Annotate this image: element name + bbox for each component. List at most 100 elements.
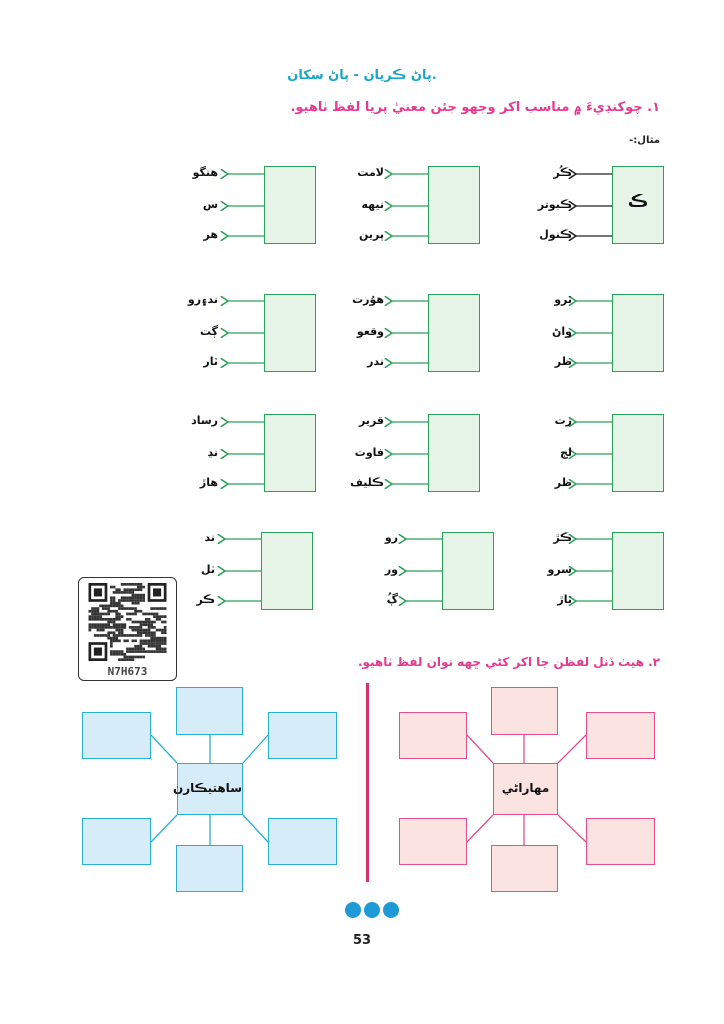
qr-module <box>144 612 148 616</box>
word-box[interactable] <box>586 818 655 865</box>
word-box[interactable] <box>586 712 655 759</box>
word: ٽار <box>203 355 218 368</box>
letter-box-5[interactable] <box>428 294 480 372</box>
qr-module <box>115 626 119 629</box>
qr-module <box>142 647 145 651</box>
qr-module <box>110 626 113 629</box>
qr-module <box>136 583 140 586</box>
qr-module <box>96 626 100 629</box>
qr-module <box>153 620 156 624</box>
qr-module <box>115 628 119 632</box>
word: رساد <box>191 414 218 427</box>
word: ڪبوتر <box>537 198 572 211</box>
letter-box-1[interactable]: ڪ <box>612 166 664 244</box>
letter-box-7[interactable] <box>612 414 664 492</box>
qr-module <box>144 642 148 645</box>
word: ٽاڙ <box>557 593 572 606</box>
qr-module <box>118 612 121 616</box>
qr-module <box>131 607 135 610</box>
word-box[interactable] <box>176 845 243 892</box>
qr-module <box>153 615 156 618</box>
word-box[interactable] <box>268 712 337 759</box>
decorative-dots <box>345 902 399 920</box>
qr-module <box>123 599 127 602</box>
qr-module <box>112 596 116 600</box>
qr-code[interactable]: N7H673 <box>78 577 177 681</box>
qr-module <box>139 650 143 653</box>
letter-box-3[interactable] <box>264 166 316 244</box>
qr-module <box>120 604 124 608</box>
letter-box-10[interactable] <box>612 532 664 610</box>
qr-module <box>139 585 143 589</box>
word: زت <box>554 414 572 427</box>
qr-module <box>131 593 135 597</box>
word-box[interactable] <box>268 818 337 865</box>
qr-module <box>110 596 113 600</box>
qr-module <box>126 596 129 600</box>
qr-module <box>131 588 135 592</box>
qr-module <box>115 588 119 592</box>
qr-module <box>144 620 148 624</box>
qr-module <box>134 588 137 592</box>
qr-module <box>131 655 135 659</box>
qr-module <box>131 650 135 653</box>
letter-box-4[interactable] <box>612 294 664 372</box>
qr-module <box>118 628 121 632</box>
qr-module <box>139 596 143 600</box>
qr-module <box>131 658 135 661</box>
qr-module <box>115 612 119 616</box>
word: ظر <box>554 476 572 489</box>
qr-module <box>110 636 113 640</box>
letter-box-9[interactable] <box>264 414 316 492</box>
qr-module <box>118 588 121 592</box>
letter-box-8[interactable] <box>428 414 480 492</box>
word: پرين <box>358 228 384 241</box>
word-box[interactable] <box>399 712 467 759</box>
qr-module <box>128 588 132 592</box>
qr-module <box>153 639 156 643</box>
word-box[interactable] <box>399 818 467 865</box>
letter-box-12[interactable] <box>261 532 313 610</box>
word: هر <box>203 228 218 241</box>
qr-module <box>107 623 111 627</box>
qr-module <box>96 628 100 632</box>
qr-module <box>118 626 121 629</box>
letter-box-11[interactable] <box>442 532 494 610</box>
word-box[interactable] <box>491 845 558 892</box>
qr-module <box>161 631 164 635</box>
qr-module <box>139 599 143 602</box>
qr-module <box>153 636 156 640</box>
word-box[interactable] <box>82 712 151 759</box>
qr-module <box>150 642 154 645</box>
qr-module <box>118 650 121 653</box>
qr-module <box>101 617 105 621</box>
word: فاوت <box>354 446 384 459</box>
qr-module <box>99 615 102 618</box>
word-box[interactable] <box>176 687 243 735</box>
qr-module <box>110 650 113 653</box>
qr-module <box>115 623 119 627</box>
qr-module <box>136 599 140 602</box>
qr-module <box>144 628 148 632</box>
qr-module <box>104 607 108 610</box>
dot-icon <box>364 902 380 918</box>
qr-module <box>147 623 151 627</box>
word: ڪر <box>196 593 215 606</box>
letter-box-6[interactable] <box>264 294 316 372</box>
word-box[interactable] <box>491 687 558 735</box>
qr-module <box>131 591 135 594</box>
letter-box-2[interactable] <box>428 166 480 244</box>
qr-module <box>155 607 159 610</box>
word-box[interactable] <box>82 818 151 865</box>
qr-module <box>126 612 129 616</box>
qr-module <box>158 615 162 618</box>
qr-module <box>112 604 116 608</box>
qr-module <box>123 639 127 643</box>
qr-module <box>101 623 105 627</box>
qr-module <box>115 636 119 640</box>
qr-module <box>139 626 143 629</box>
qr-module <box>134 634 137 637</box>
qr-module <box>110 644 113 648</box>
qr-module <box>134 655 137 659</box>
